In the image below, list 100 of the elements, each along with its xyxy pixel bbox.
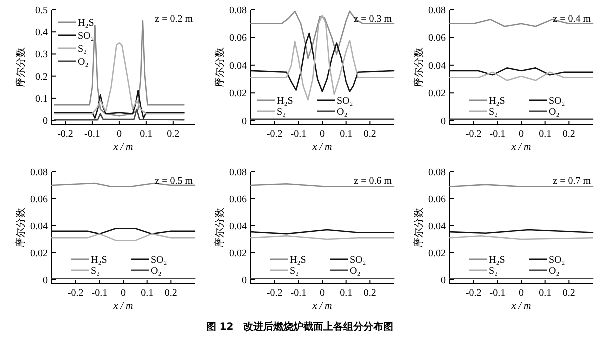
x-tick-label: 0.1 xyxy=(141,288,154,299)
x-tick-label: 0.2 xyxy=(364,288,376,299)
y-tick-label: 0.04 xyxy=(30,221,48,232)
y-tick-label: 0.04 xyxy=(428,60,446,72)
annotation: z = 0.2 m xyxy=(155,14,194,25)
legend-label: O₂ xyxy=(549,266,560,277)
legend-label: SO₂ xyxy=(78,31,94,42)
y-tick-label: 0.02 xyxy=(428,248,446,260)
annotation: z = 0.7 m xyxy=(553,176,592,187)
x-tick-label: -0.1 xyxy=(92,288,108,299)
y-tick-label: 0.08 xyxy=(30,168,48,178)
annotation: z = 0.6 m xyxy=(354,176,392,187)
y-tick-label: 0.08 xyxy=(230,168,247,178)
legend-label: S₂ xyxy=(277,107,286,118)
caption: 图 12 改进后燃烧炉截面上各组分分布图 xyxy=(206,321,394,333)
legend-label: H₂S xyxy=(277,96,294,107)
legend-label: H₂S xyxy=(290,255,306,266)
y-tick-label: 0.04 xyxy=(230,221,247,232)
y-tick-label: 0.4 xyxy=(36,28,48,39)
y-tick-label: 0.08 xyxy=(428,6,446,16)
y-tick-label: 0.2 xyxy=(36,72,48,83)
x-tick-label: 0.1 xyxy=(340,288,353,299)
x-tick-label: 0 xyxy=(116,129,122,140)
legend-label: O₂ xyxy=(151,266,162,277)
y-tick-label: 0.02 xyxy=(230,248,247,260)
x-tick-label: -0.2 xyxy=(68,288,84,299)
y-axis-title: 摩尔分数 xyxy=(15,208,27,248)
legend-label: S₂ xyxy=(489,266,498,277)
annotation: z = 0.5 m xyxy=(155,176,194,187)
x-tick-label: -0.2 xyxy=(266,288,283,299)
y-tick-label: 0.5 xyxy=(36,6,48,16)
legend-label: H₂S xyxy=(78,18,94,29)
y-axis-title: 摩尔分数 xyxy=(413,48,425,88)
x-tick-label: -0.1 xyxy=(290,129,307,140)
x-tick-label: -0.1 xyxy=(490,288,506,299)
x-tick-label: 0 xyxy=(320,129,325,140)
x-axis-title: x / m xyxy=(312,301,332,312)
y-tick-label: 0.3 xyxy=(36,50,48,61)
x-tick-label: 0 xyxy=(519,288,524,299)
legend-label: O₂ xyxy=(337,107,348,118)
y-tick-label: 0.06 xyxy=(230,33,247,44)
legend-label: S₂ xyxy=(91,266,100,277)
x-axis-title: x / m xyxy=(312,142,332,153)
x-tick-label: 0 xyxy=(519,129,524,140)
legend-label: O₂ xyxy=(350,266,361,277)
y-tick-label: 0.04 xyxy=(230,60,247,72)
x-tick-label: -0.2 xyxy=(58,129,74,140)
x-tick-label: 0.2 xyxy=(562,288,576,299)
annotation: z = 0.3 m xyxy=(354,14,392,25)
y-tick-label: 0 xyxy=(43,116,48,128)
legend-label: S₂ xyxy=(78,44,88,55)
x-tick-label: 0.2 xyxy=(164,288,178,299)
legend-label: H₂S xyxy=(489,255,506,266)
legend-label: H₂S xyxy=(91,255,108,266)
x-tick-label: -0.1 xyxy=(290,288,307,299)
y-tick-label: 0 xyxy=(441,116,446,128)
legend-label: H₂S xyxy=(489,96,506,107)
x-tick-label: -0.1 xyxy=(84,129,100,140)
y-tick-label: 0 xyxy=(441,275,446,286)
y-axis-title: 摩尔分数 xyxy=(15,48,27,88)
legend-label: O₂ xyxy=(78,57,89,68)
legend-label: S₂ xyxy=(489,107,498,118)
x-tick-label: 0.1 xyxy=(340,129,353,140)
legend-label: SO₂ xyxy=(549,255,566,266)
x-tick-label: 0 xyxy=(121,288,126,299)
x-tick-label: -0.2 xyxy=(466,288,482,299)
y-tick-label: 0 xyxy=(43,275,48,286)
y-tick-label: 0.06 xyxy=(30,194,48,206)
y-tick-label: 0.06 xyxy=(428,33,446,44)
x-tick-label: 0.1 xyxy=(140,129,153,140)
y-tick-label: 0.02 xyxy=(230,88,247,100)
y-tick-label: 0.06 xyxy=(230,194,247,206)
legend-label: SO₂ xyxy=(337,96,354,107)
x-tick-label: -0.2 xyxy=(266,129,283,140)
x-axis-title: x / m xyxy=(112,301,134,312)
y-axis-title: 摩尔分数 xyxy=(214,208,226,248)
x-axis-title: x / m xyxy=(112,142,134,153)
x-tick-label: 0.1 xyxy=(539,129,552,140)
y-tick-label: 0.08 xyxy=(428,168,446,178)
y-tick-label: 0.08 xyxy=(230,6,247,16)
legend-label: SO₂ xyxy=(151,255,168,266)
y-axis-title: 摩尔分数 xyxy=(214,48,226,88)
x-tick-label: 0.2 xyxy=(364,129,376,140)
x-axis-title: x / m xyxy=(510,301,532,312)
x-tick-label: -0.1 xyxy=(490,129,506,140)
y-axis-title: 摩尔分数 xyxy=(413,208,425,248)
x-tick-label: 0.2 xyxy=(167,129,180,140)
y-tick-label: 0.02 xyxy=(30,248,48,260)
x-tick-label: -0.2 xyxy=(466,129,482,140)
x-axis-title: x / m xyxy=(510,142,532,153)
x-tick-label: 0 xyxy=(320,288,325,299)
annotation: z = 0.4 m xyxy=(553,14,592,25)
y-tick-label: 0.1 xyxy=(36,94,48,105)
legend-label: SO₂ xyxy=(350,255,366,266)
legend-label: O₂ xyxy=(549,107,560,118)
y-tick-label: 0.02 xyxy=(428,88,446,100)
y-tick-label: 0 xyxy=(242,116,247,128)
y-tick-label: 0.06 xyxy=(428,194,446,206)
legend-label: S₂ xyxy=(290,266,300,277)
y-tick-label: 0 xyxy=(242,275,247,286)
